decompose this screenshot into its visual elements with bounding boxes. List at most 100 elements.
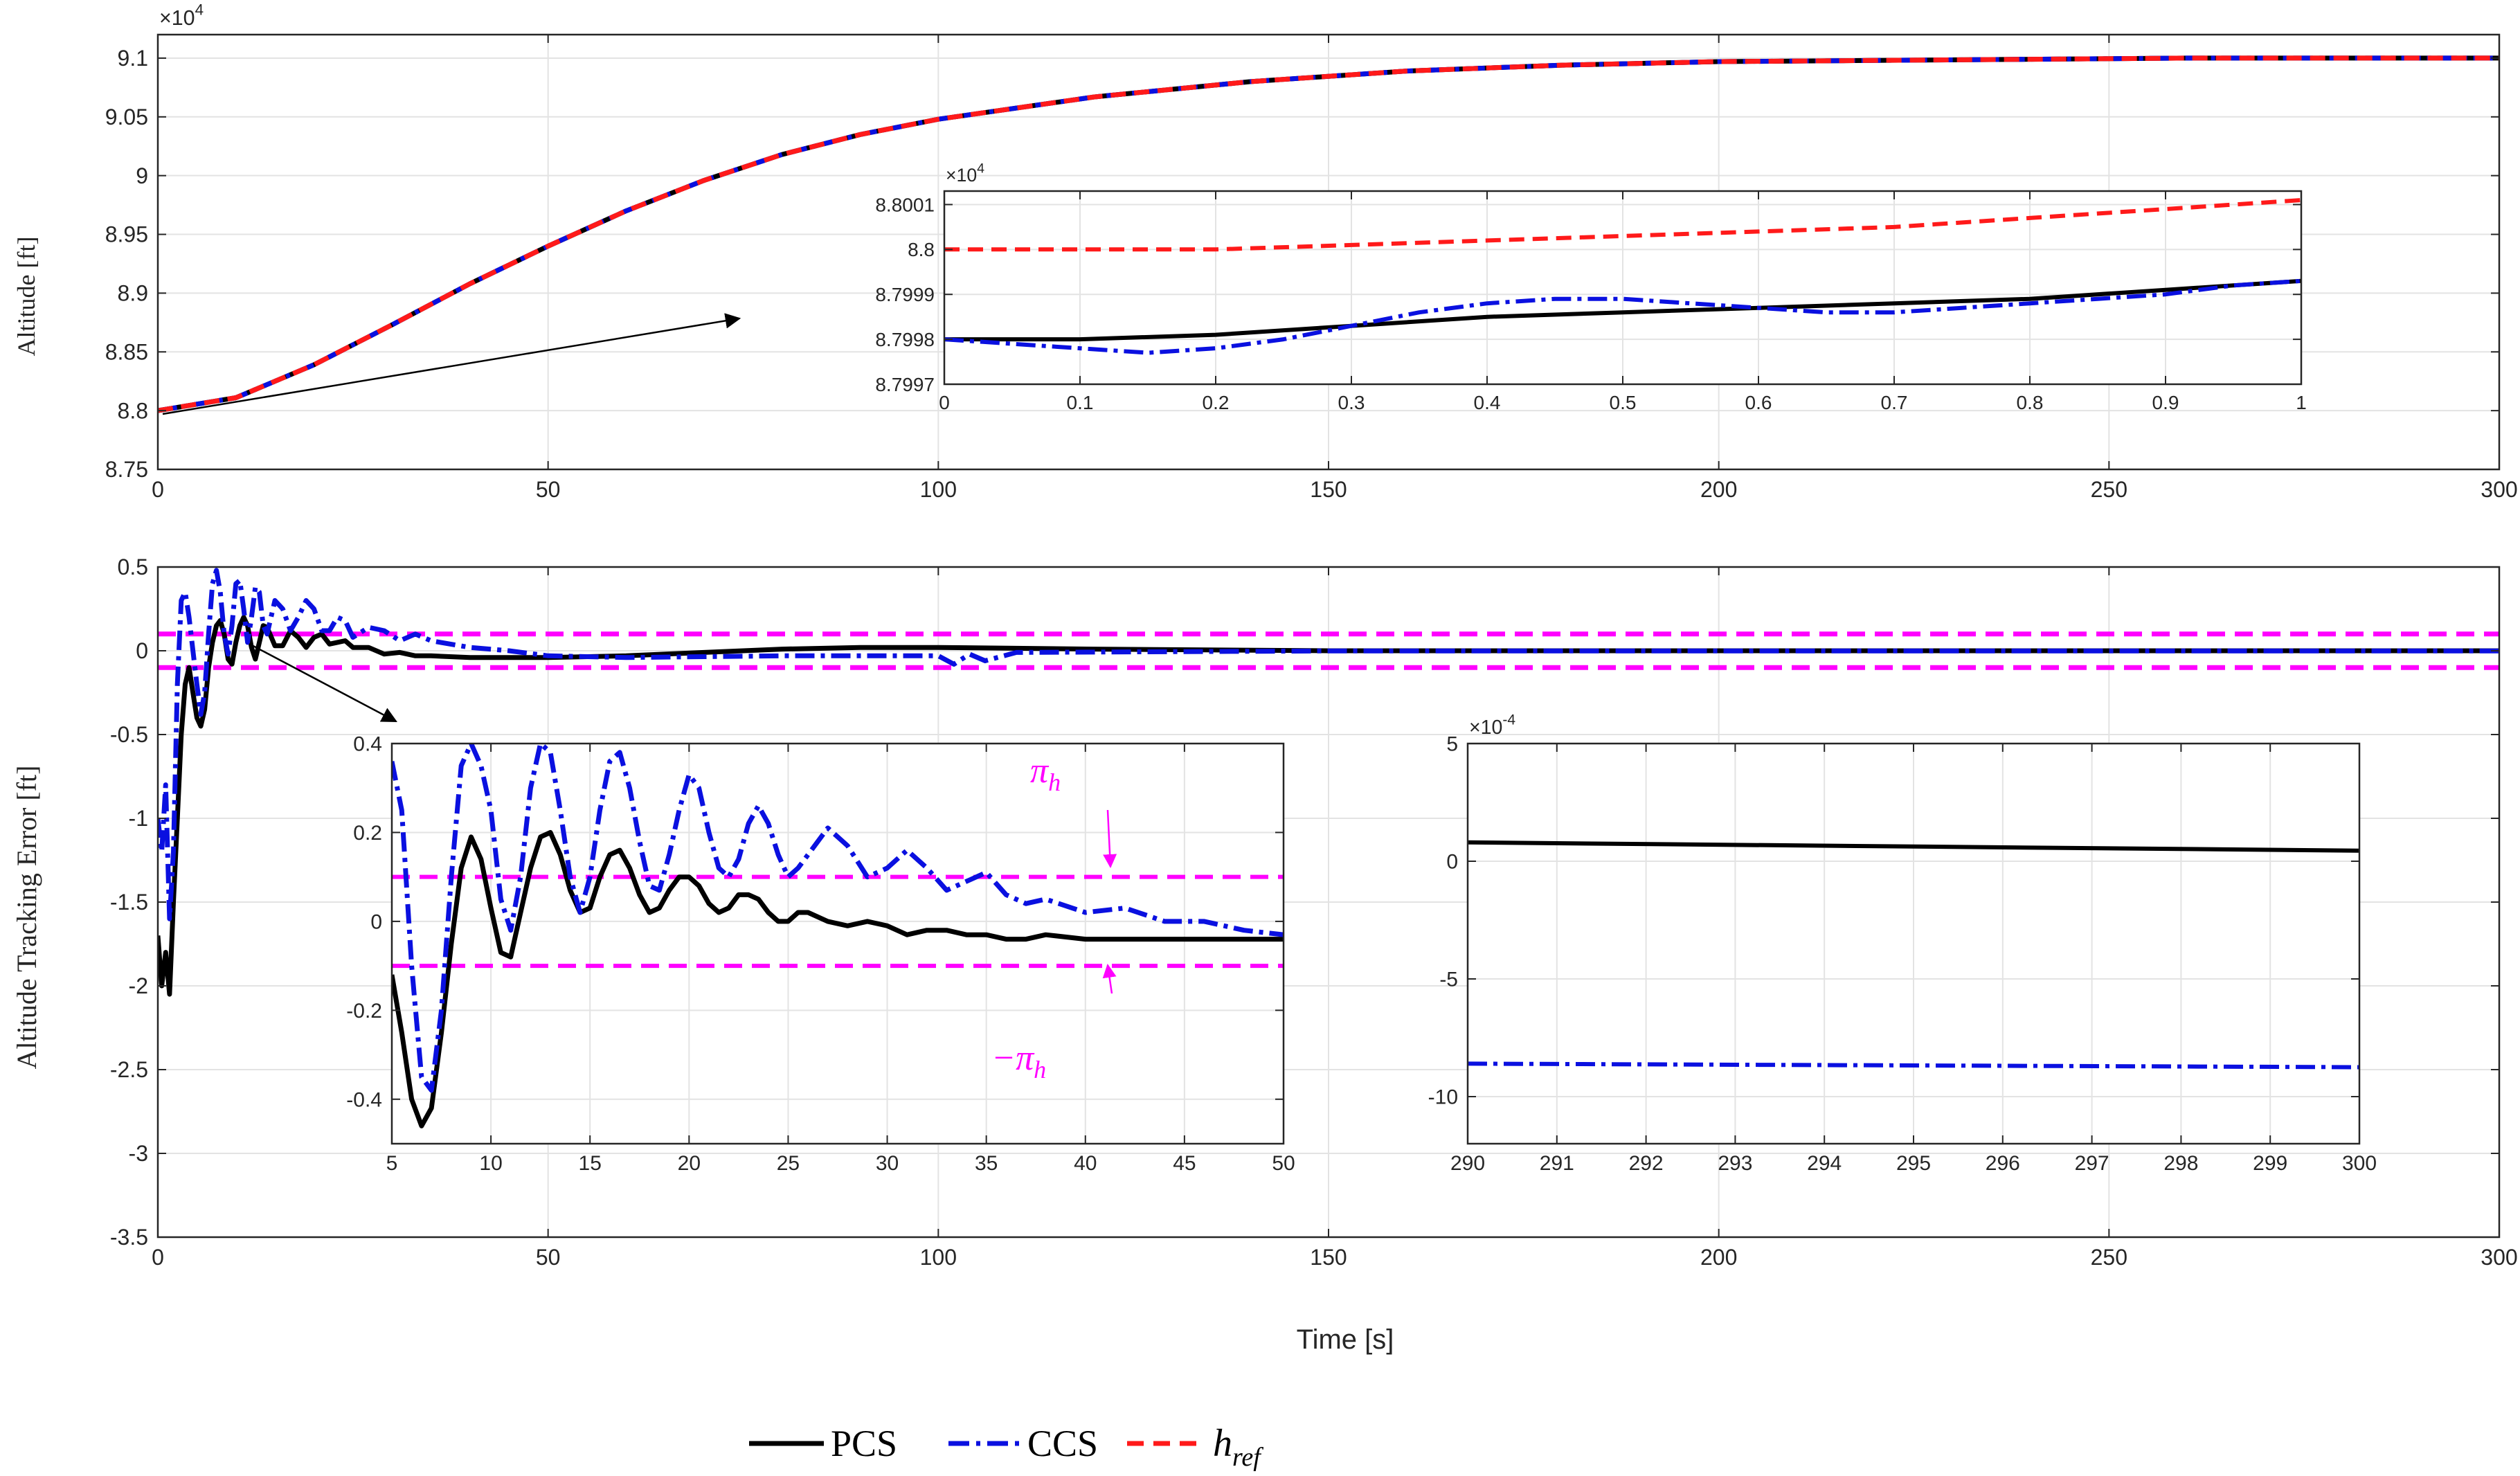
bottom-series-group [158, 568, 2499, 997]
pi-upper-arrow [1103, 809, 1117, 868]
bottom-ylabel: Altitude Tracking Error [ft] [11, 766, 42, 1070]
bottom-inset-right-ytick-label: -5 [1439, 969, 1458, 991]
top-inset-xtick-label: 0.5 [1610, 392, 1637, 413]
bottom-xtick-label: 100 [920, 1245, 957, 1270]
top-inset-series-h-ref [944, 198, 2301, 252]
pi-lower-symbol: −π [991, 1038, 1035, 1078]
bottom-ytick-label: -1.5 [110, 890, 148, 915]
bottom-inset-left-xtick-label: 5 [386, 1152, 398, 1175]
bottom-inset-right-xtick-label: 290 [1450, 1152, 1485, 1175]
top-inset-xtick-label: 0.1 [1067, 392, 1094, 413]
bottom-inset-right-xtick-label: 291 [1540, 1152, 1574, 1175]
top-ytick-label: 9 [136, 163, 148, 188]
bottom-inset-left-xtick-label: 20 [678, 1152, 701, 1175]
bottom-inset-left-series-ccs [392, 744, 1284, 1093]
bottom-inset-right-xtick-label: 299 [2253, 1152, 2287, 1175]
top-inset-xtick-label: 0.6 [1745, 392, 1772, 413]
top-xtick-label: 50 [536, 477, 561, 502]
bottom-ytick-label: -3.5 [110, 1225, 148, 1250]
legend: PCS CCS href [749, 1422, 1263, 1472]
top-inset-xtick-label: 0.9 [2152, 392, 2179, 413]
bottom-inset-left-series-group [392, 744, 1284, 1128]
top-ytick-label: 8.8 [118, 398, 148, 423]
top-zoom-arrow [162, 313, 741, 415]
bottom-inset-left-ytick-label: -0.4 [346, 1088, 382, 1111]
bottom-xtick-label: 300 [2481, 1245, 2517, 1270]
bottom-inset-right-xtick-label: 293 [1718, 1152, 1752, 1175]
top-inset-series-group [944, 198, 2301, 355]
bottom-inset-right-xtick-label: 300 [2342, 1152, 2377, 1175]
top-inset-xtick-label: 0.2 [1203, 392, 1230, 413]
bottom-ytick-label: -2 [129, 973, 148, 998]
top-inset-xtick-label: 0.3 [1338, 392, 1365, 413]
top-inset-xtick-label: 0 [939, 392, 950, 413]
bottom-inset-right-ytick-label: 0 [1446, 851, 1458, 874]
bottom-xtick-label: 50 [536, 1245, 561, 1270]
pi-upper-sub: h [1048, 768, 1061, 796]
bottom-inset-left-series-pcs [392, 829, 1284, 1128]
top-ytick-label: 9.1 [118, 46, 148, 71]
bottom-inset-right-xtick-label: 292 [1629, 1152, 1664, 1175]
bottom-inset-right-xtick-label: 297 [2075, 1152, 2109, 1175]
pi-lower-label: −πh [991, 1038, 1046, 1083]
bottom-ytick-label: 0 [136, 638, 148, 663]
bottom-ytick-label: -0.5 [110, 722, 148, 747]
bottom-xtick-label: 150 [1310, 1245, 1347, 1270]
top-ytick-label: 8.75 [105, 457, 148, 482]
bottom-inset-right-ytick-label: -10 [1428, 1086, 1458, 1109]
bottom-inset-right-ytick-label: 5 [1446, 733, 1458, 756]
bottom-inset-right-xtick-label: 296 [1986, 1152, 2020, 1175]
bottom-inset-left-xtick-label: 15 [579, 1152, 602, 1175]
bottom-ytick-label: 0.5 [118, 555, 148, 579]
top-xtick-label: 200 [1700, 477, 1737, 502]
top-inset-series-ccs [944, 278, 2301, 355]
legend-pcs-label: PCS [831, 1423, 897, 1464]
bottom-xtick-label: 200 [1700, 1245, 1737, 1270]
bottom-zoom-arrow [249, 642, 397, 723]
x-axis-label: Time [s] [1297, 1324, 1394, 1355]
top-inset-xtick-label: 0.7 [1881, 392, 1908, 413]
bottom-ytick-label: -1 [129, 806, 148, 831]
bottom-inset-right-series-pcs [1468, 840, 2359, 853]
bottom-inset-left-xtick-label: 10 [479, 1152, 502, 1175]
top-inset-ytick-label: 8.7997 [875, 374, 935, 395]
pi-upper-label: πh [1030, 751, 1061, 796]
bottom-inset-left-ytick-label: 0.4 [353, 733, 382, 756]
bottom-inset-left-plot-area [392, 744, 1284, 1144]
bottom-inset-left-ytick-label: 0.2 [353, 822, 382, 845]
bottom-inset-left-xtick-label: 30 [876, 1152, 899, 1175]
bottom-inset-left-xtick-label: 25 [777, 1152, 800, 1175]
bottom-series-ccs [158, 568, 2499, 921]
top-inset-ytick-label: 8.7998 [875, 329, 935, 350]
bottom-inset-left-xtick-label: 35 [975, 1152, 998, 1175]
top-inset-xtick-label: 0.8 [2017, 392, 2044, 413]
bottom-inset-left-axes-frame [390, 742, 1285, 1145]
legend-ref-h: h [1213, 1422, 1232, 1465]
top-xtick-label: 100 [920, 477, 957, 502]
pi-lower-sub: h [1034, 1056, 1046, 1083]
top-series-group [158, 55, 2499, 413]
bottom-right-inset-panel: 290 291 292 293 294 295 296 297 298 299 300 -10 -5 0 5… [1428, 712, 2377, 1176]
top-inset-ytick-label: 8.8 [908, 239, 935, 260]
top-xtick-label: 0 [152, 477, 164, 502]
top-ytick-label: 8.85 [105, 339, 148, 364]
legend-ref-label: href [1213, 1422, 1263, 1472]
top-xtick-label: 300 [2481, 477, 2517, 502]
pi-lower-arrow [1102, 964, 1117, 994]
bottom-xtick-label: 250 [2091, 1245, 2127, 1270]
bottom-inset-left-xtick-label: 45 [1173, 1152, 1196, 1175]
bottom-ytick-label: -2.5 [110, 1057, 148, 1082]
top-series-h-ref [158, 55, 2499, 413]
bottom-xtick-label: 0 [152, 1245, 164, 1270]
top-inset-xtick-label: 0.4 [1474, 392, 1501, 413]
bottom-inset-right-xtick-label: 298 [2163, 1152, 2198, 1175]
top-inset-series-pcs [944, 278, 2301, 342]
top-inset-exponent-value: 4 [977, 161, 984, 176]
bottom-inset-right-series-group [1468, 840, 2359, 1070]
top-exponent-value: 4 [195, 1, 204, 19]
pi-upper-symbol: π [1030, 751, 1050, 791]
top-inset-ytick-label: 8.7999 [875, 284, 935, 305]
top-inset-ytick-label: 8.8001 [875, 194, 935, 215]
bottom-inset-right-xtick-label: 295 [1896, 1152, 1931, 1175]
